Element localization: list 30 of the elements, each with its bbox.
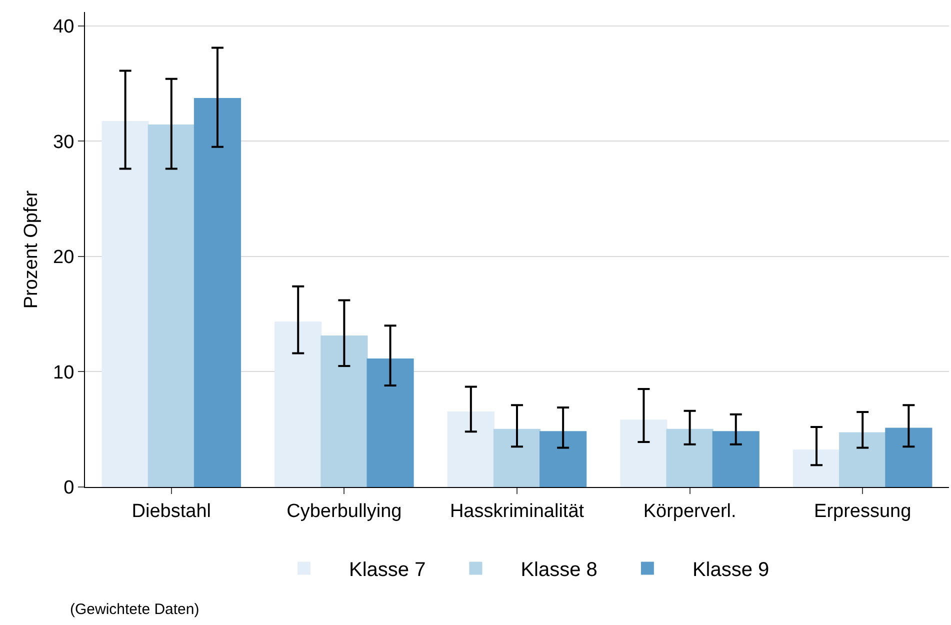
bar [194, 98, 242, 487]
y-tick-label: 0 [64, 478, 74, 499]
x-tick-label: Diebstahl [132, 500, 212, 522]
text: (Gewichtete Daten) [70, 601, 200, 618]
bar [885, 428, 932, 487]
bar [839, 432, 886, 487]
bar [792, 450, 840, 487]
legend-label: Klasse 7 [349, 559, 426, 582]
bar [148, 124, 195, 487]
legend-label: Klasse 9 [692, 559, 770, 582]
y-tick-label: 10 [53, 362, 74, 384]
legend-label: Klasse 8 [520, 559, 598, 582]
x-tick-label: Körperverl. [643, 500, 736, 522]
y-tick-label: 20 [53, 247, 74, 268]
x-tick-label: Hasskriminalität [450, 500, 585, 522]
y-axis-title: Prozent Opfer [21, 190, 42, 309]
bar [447, 412, 494, 487]
y-tick-label: 40 [53, 16, 74, 38]
y-tick-label: 30 [53, 132, 74, 153]
bar [320, 335, 368, 487]
x-tick-label: Erpressung [814, 500, 912, 522]
bar [493, 428, 541, 487]
bar [274, 322, 322, 487]
bar [102, 121, 149, 487]
bar [666, 428, 714, 487]
bar [620, 420, 668, 487]
bar [712, 431, 760, 487]
bar [366, 358, 414, 487]
bar [540, 431, 587, 487]
x-tick-label: Cyberbullying [286, 500, 402, 522]
